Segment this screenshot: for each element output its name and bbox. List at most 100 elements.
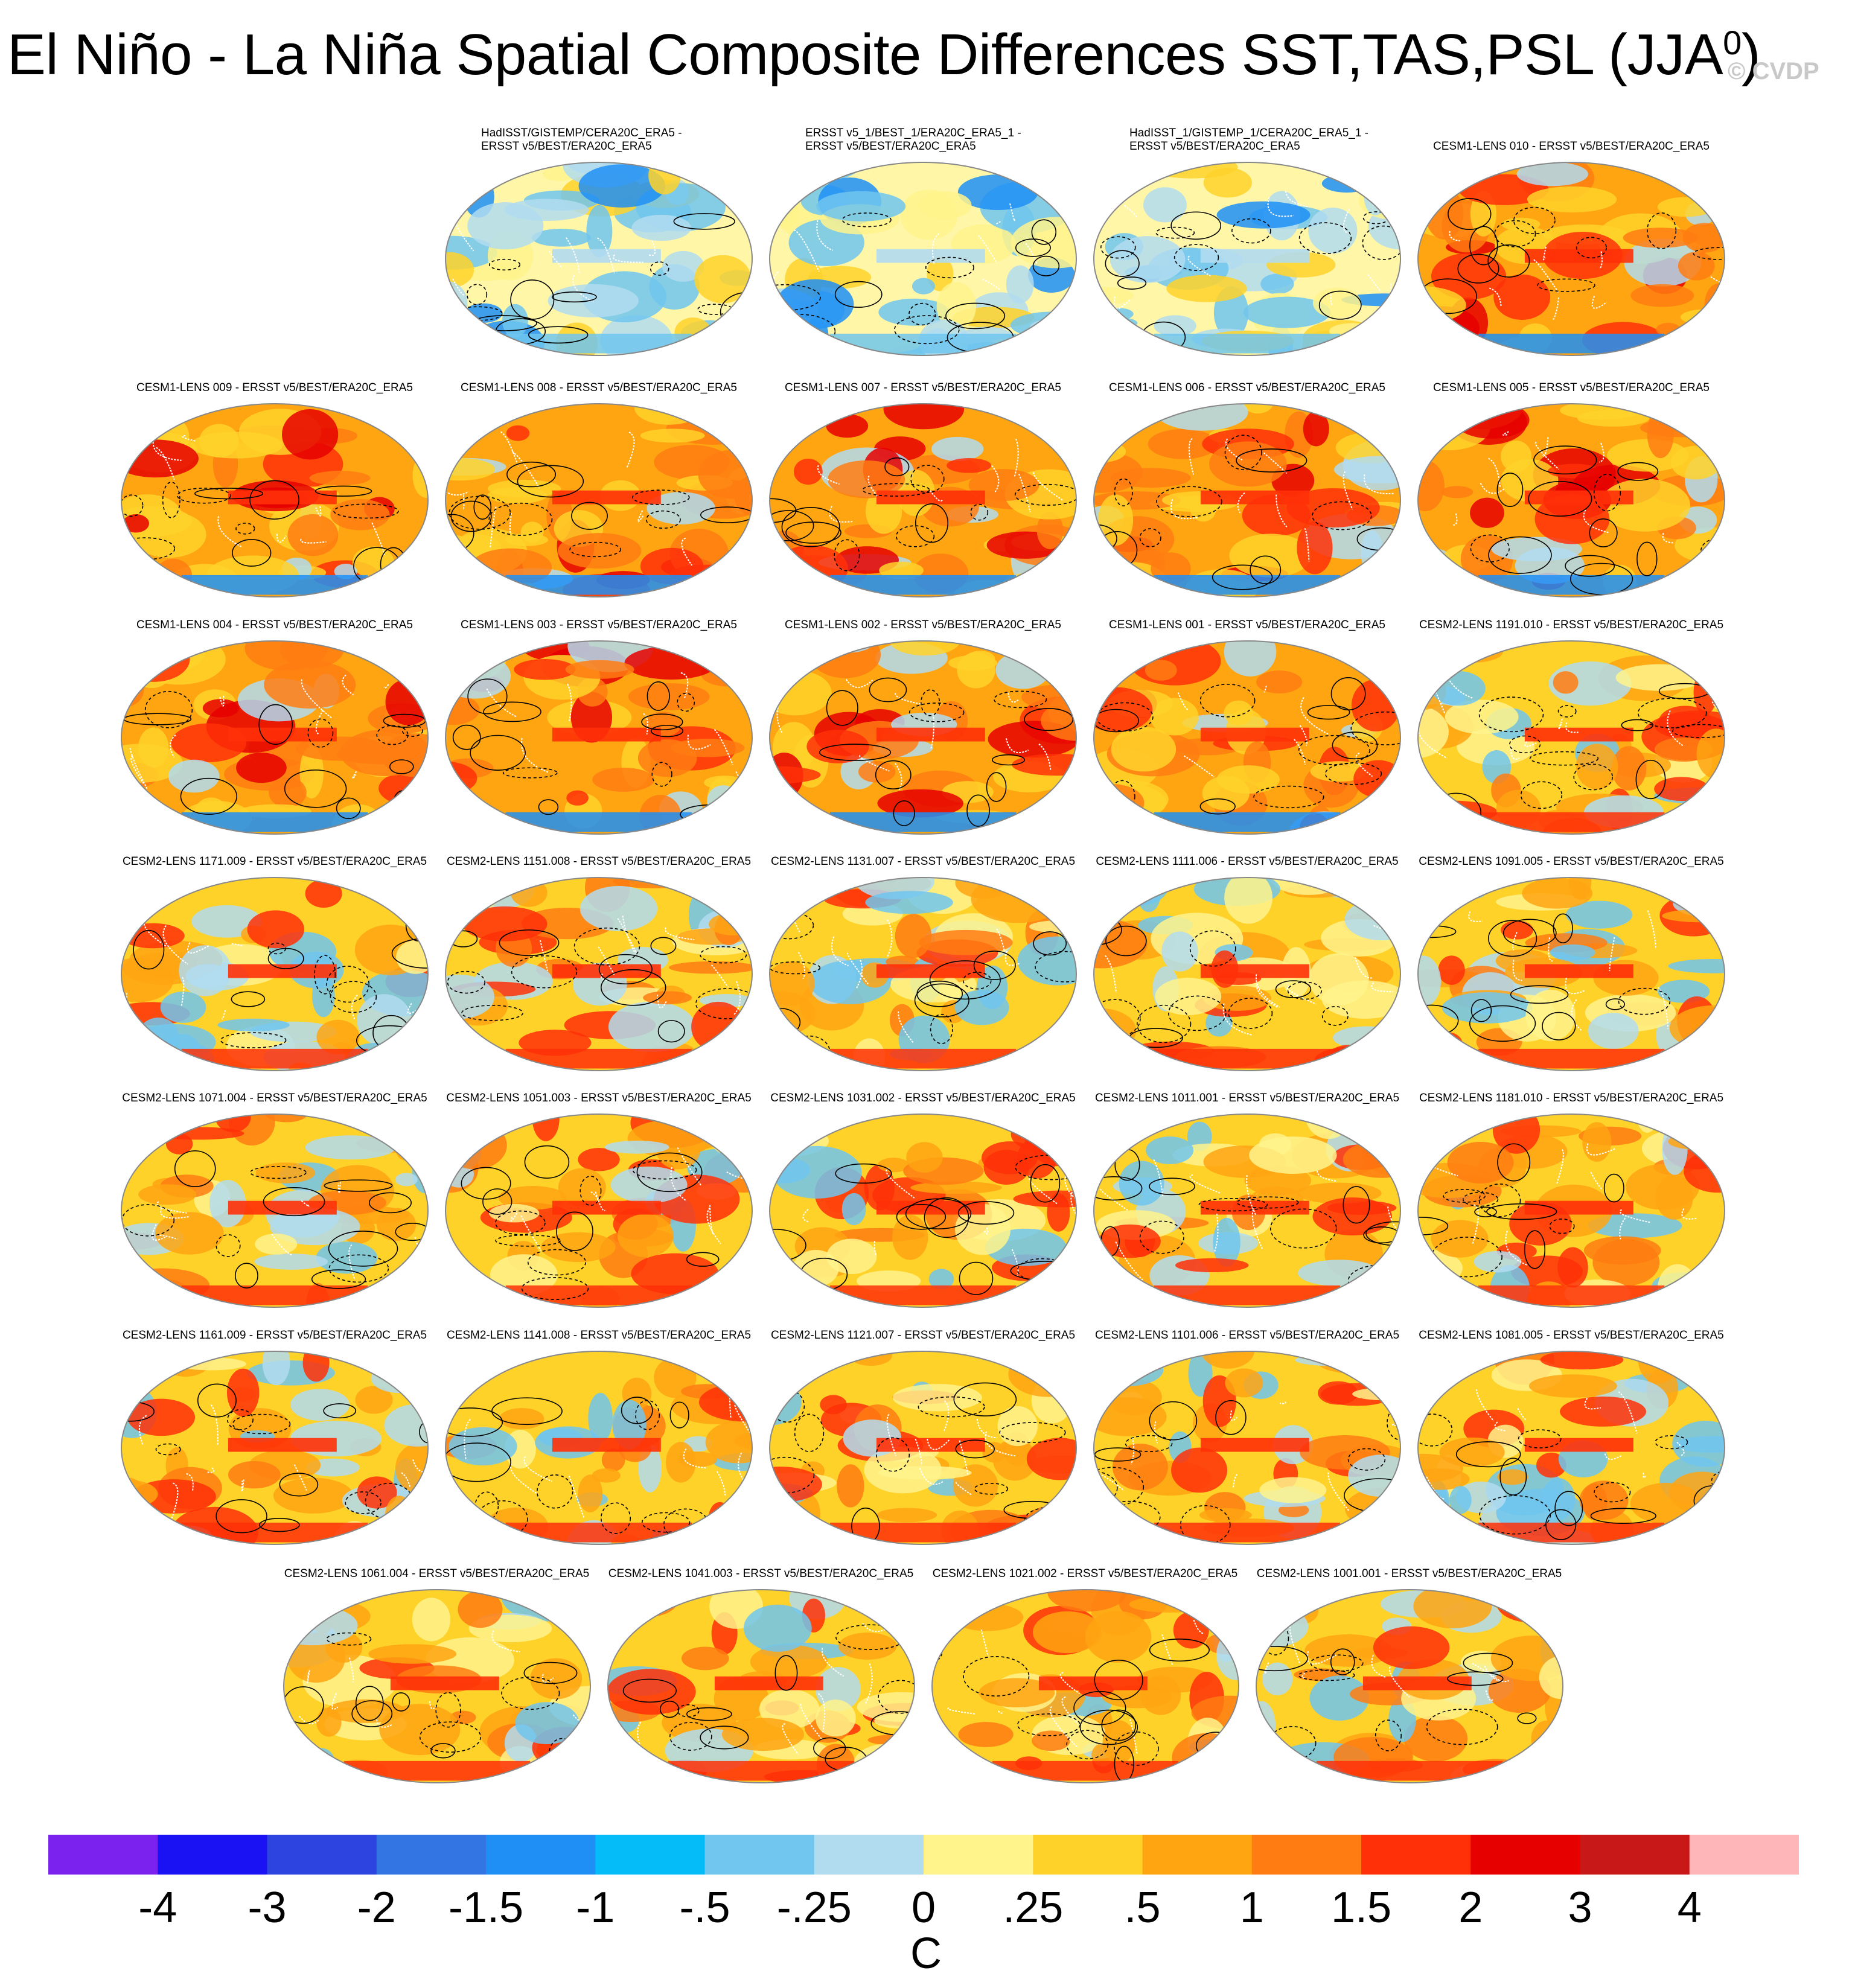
robinson-map bbox=[1255, 1589, 1563, 1783]
robinson-map bbox=[1093, 403, 1401, 597]
robinson-map bbox=[1093, 162, 1401, 356]
robinson-map bbox=[769, 877, 1077, 1071]
panel-title-line: CESM1-LENS 005 - ERSST v5/BEST/ERA20C_ER… bbox=[1433, 381, 1710, 394]
panel-title: CESM2-LENS 1181.010 - ERSST v5/BEST/ERA2… bbox=[1411, 1092, 1731, 1126]
colorbar-swatch bbox=[486, 1835, 596, 1875]
map-panel: CESM2-LENS 1171.009 - ERSST v5/BEST/ERA2… bbox=[115, 842, 435, 1080]
panel-title-line: CESM2-LENS 1151.008 - ERSST v5/BEST/ERA2… bbox=[446, 855, 752, 868]
colorbar-swatch bbox=[924, 1835, 1033, 1875]
robinson-map bbox=[445, 162, 753, 356]
robinson-map bbox=[769, 640, 1077, 835]
colorbar-swatch bbox=[1033, 1835, 1143, 1875]
robinson-map bbox=[1417, 1113, 1725, 1308]
panel-title: CESM2-LENS 1051.003 - ERSST v5/BEST/ERA2… bbox=[439, 1092, 759, 1126]
panel-title: HadISST/GISTEMP/CERA20C_ERA5 - ERSST v5/B… bbox=[439, 127, 759, 161]
panel-title: CESM2-LENS 1141.008 - ERSST v5/BEST/ERA2… bbox=[439, 1329, 759, 1363]
panel-title-line: CESM2-LENS 1111.006 - ERSST v5/BEST/ERA2… bbox=[1096, 855, 1399, 868]
robinson-map bbox=[1093, 640, 1401, 835]
robinson-map bbox=[1093, 877, 1401, 1071]
robinson-map bbox=[769, 162, 1077, 356]
map-panel: CESM2-LENS 1011.001 - ERSST v5/BEST/ERA2… bbox=[1087, 1078, 1407, 1317]
map-panel: CESM2-LENS 1101.006 - ERSST v5/BEST/ERA2… bbox=[1087, 1316, 1407, 1554]
panel-title-line: HadISST/GISTEMP/CERA20C_ERA5 - bbox=[481, 127, 682, 139]
map-panel: HadISST_1/GISTEMP_1/CERA20C_ERA5_1 - ERSS… bbox=[1087, 127, 1407, 365]
panel-title-line: CESM2-LENS 1131.007 - ERSST v5/BEST/ERA2… bbox=[770, 855, 1076, 868]
panel-title-line: CESM2-LENS 1051.003 - ERSST v5/BEST/ERA2… bbox=[446, 1092, 752, 1104]
robinson-map bbox=[1417, 1351, 1725, 1545]
panel-title-line: ERSST v5/BEST/ERA20C_ERA5 bbox=[1129, 140, 1300, 153]
robinson-map bbox=[121, 640, 429, 835]
colorbar-swatch bbox=[1470, 1835, 1580, 1875]
panel-title: CESM1-LENS 010 - ERSST v5/BEST/ERA20C_ER… bbox=[1411, 140, 1731, 174]
map-panel: HadISST/GISTEMP/CERA20C_ERA5 - ERSST v5/B… bbox=[439, 127, 759, 365]
panel-title-line: CESM1-LENS 010 - ERSST v5/BEST/ERA20C_ER… bbox=[1433, 140, 1710, 153]
colorbar-tick-label: -2 bbox=[357, 1884, 396, 1932]
colorbar-swatch bbox=[267, 1835, 377, 1875]
panel-title-line: CESM1-LENS 009 - ERSST v5/BEST/ERA20C_ER… bbox=[136, 381, 413, 394]
map-panel: CESM1-LENS 001 - ERSST v5/BEST/ERA20C_ER… bbox=[1087, 605, 1407, 844]
robinson-map bbox=[769, 403, 1077, 597]
chart-title: El Niño - La Niña Spatial Composite Diff… bbox=[7, 22, 1761, 87]
map-panel: CESM2-LENS 1111.006 - ERSST v5/BEST/ERA2… bbox=[1087, 842, 1407, 1080]
panel-title-line: CESM2-LENS 1141.008 - ERSST v5/BEST/ERA2… bbox=[446, 1329, 752, 1342]
robinson-map bbox=[121, 1351, 429, 1545]
panel-title-line: CESM2-LENS 1071.004 - ERSST v5/BEST/ERA2… bbox=[122, 1092, 427, 1104]
map-panel: CESM2-LENS 1191.010 - ERSST v5/BEST/ERA2… bbox=[1411, 605, 1731, 844]
panel-title: CESM2-LENS 1031.002 - ERSST v5/BEST/ERA2… bbox=[763, 1092, 1083, 1126]
panel-title-line: CESM1-LENS 006 - ERSST v5/BEST/ERA20C_ER… bbox=[1109, 381, 1385, 394]
map-panel: CESM1-LENS 004 - ERSST v5/BEST/ERA20C_ER… bbox=[115, 605, 435, 844]
panel-title-line: CESM1-LENS 001 - ERSST v5/BEST/ERA20C_ER… bbox=[1109, 619, 1385, 631]
map-panel: CESM2-LENS 1131.007 - ERSST v5/BEST/ERA2… bbox=[763, 842, 1083, 1080]
map-panel: CESM2-LENS 1091.005 - ERSST v5/BEST/ERA2… bbox=[1411, 842, 1731, 1080]
map-panel: CESM2-LENS 1051.003 - ERSST v5/BEST/ERA2… bbox=[439, 1078, 759, 1317]
robinson-map bbox=[1093, 1113, 1401, 1308]
panel-title-line: CESM2-LENS 1171.009 - ERSST v5/BEST/ERA2… bbox=[122, 855, 427, 868]
map-panel: ERSST v5_1/BEST_1/ERA20C_ERA5_1 - ERSST v… bbox=[763, 127, 1083, 365]
map-panel: CESM2-LENS 1141.008 - ERSST v5/BEST/ERA2… bbox=[439, 1316, 759, 1554]
panel-title: CESM1-LENS 004 - ERSST v5/BEST/ERA20C_ER… bbox=[115, 619, 435, 652]
panel-title-line: CESM1-LENS 004 - ERSST v5/BEST/ERA20C_ER… bbox=[136, 619, 413, 631]
panel-title-line: HadISST_1/GISTEMP_1/CERA20C_ERA5_1 - bbox=[1129, 127, 1369, 139]
colorbar-swatch bbox=[1361, 1835, 1471, 1875]
panel-title-line: CESM1-LENS 007 - ERSST v5/BEST/ERA20C_ER… bbox=[785, 381, 1061, 394]
robinson-map bbox=[607, 1589, 915, 1783]
panel-title-line: CESM2-LENS 1101.006 - ERSST v5/BEST/ERA2… bbox=[1094, 1329, 1400, 1342]
robinson-map bbox=[1417, 162, 1725, 356]
map-panel: CESM2-LENS 1181.010 - ERSST v5/BEST/ERA2… bbox=[1411, 1078, 1731, 1317]
colorbar-swatch bbox=[1689, 1835, 1799, 1875]
map-panel: CESM2-LENS 1121.007 - ERSST v5/BEST/ERA2… bbox=[763, 1316, 1083, 1554]
colorbar-swatch bbox=[814, 1835, 924, 1875]
panel-title-line: ERSST v5_1/BEST_1/ERA20C_ERA5_1 - bbox=[805, 127, 1021, 139]
robinson-map bbox=[121, 403, 429, 597]
panel-title-line: CESM1-LENS 003 - ERSST v5/BEST/ERA20C_ER… bbox=[461, 619, 737, 631]
panel-title-line: CESM2-LENS 1181.010 - ERSST v5/BEST/ERA2… bbox=[1419, 1092, 1724, 1104]
panel-title-line: CESM1-LENS 008 - ERSST v5/BEST/ERA20C_ER… bbox=[461, 381, 737, 394]
panel-title: CESM2-LENS 1121.007 - ERSST v5/BEST/ERA2… bbox=[763, 1329, 1083, 1363]
colorbar bbox=[48, 1835, 1799, 1875]
panel-title-line: CESM2-LENS 1081.005 - ERSST v5/BEST/ERA2… bbox=[1419, 1329, 1724, 1342]
robinson-map bbox=[769, 1351, 1077, 1545]
map-panel: CESM2-LENS 1021.002 - ERSST v5/BEST/ERA2… bbox=[925, 1554, 1245, 1792]
panel-title: CESM2-LENS 1171.009 - ERSST v5/BEST/ERA2… bbox=[115, 855, 435, 889]
map-panel: CESM1-LENS 005 - ERSST v5/BEST/ERA20C_ER… bbox=[1411, 368, 1731, 607]
robinson-map bbox=[1417, 403, 1725, 597]
colorbar-tick-label: 4 bbox=[1677, 1884, 1702, 1932]
colorbar-swatch bbox=[595, 1835, 705, 1875]
robinson-map bbox=[931, 1589, 1239, 1783]
panel-title: CESM1-LENS 006 - ERSST v5/BEST/ERA20C_ER… bbox=[1087, 381, 1407, 415]
panel-title: CESM2-LENS 1081.005 - ERSST v5/BEST/ERA2… bbox=[1411, 1329, 1731, 1363]
robinson-map bbox=[283, 1589, 591, 1783]
colorbar-tick-label: .5 bbox=[1124, 1884, 1161, 1932]
panel-title: CESM1-LENS 007 - ERSST v5/BEST/ERA20C_ER… bbox=[763, 381, 1083, 415]
colorbar-swatch bbox=[1580, 1835, 1690, 1875]
panel-title: CESM1-LENS 009 - ERSST v5/BEST/ERA20C_ER… bbox=[115, 381, 435, 415]
map-panel: CESM1-LENS 002 - ERSST v5/BEST/ERA20C_ER… bbox=[763, 605, 1083, 844]
map-panel: CESM1-LENS 010 - ERSST v5/BEST/ERA20C_ER… bbox=[1411, 127, 1731, 365]
panel-title: CESM1-LENS 008 - ERSST v5/BEST/ERA20C_ER… bbox=[439, 381, 759, 415]
panel-title-line: CESM2-LENS 1001.001 - ERSST v5/BEST/ERA2… bbox=[1256, 1567, 1562, 1580]
robinson-map bbox=[445, 1113, 753, 1308]
panel-title: CESM1-LENS 001 - ERSST v5/BEST/ERA20C_ER… bbox=[1087, 619, 1407, 652]
panel-title-line: CESM2-LENS 1011.001 - ERSST v5/BEST/ERA2… bbox=[1094, 1092, 1400, 1104]
robinson-map bbox=[121, 877, 429, 1071]
colorbar-tick-label: -.25 bbox=[776, 1884, 852, 1932]
